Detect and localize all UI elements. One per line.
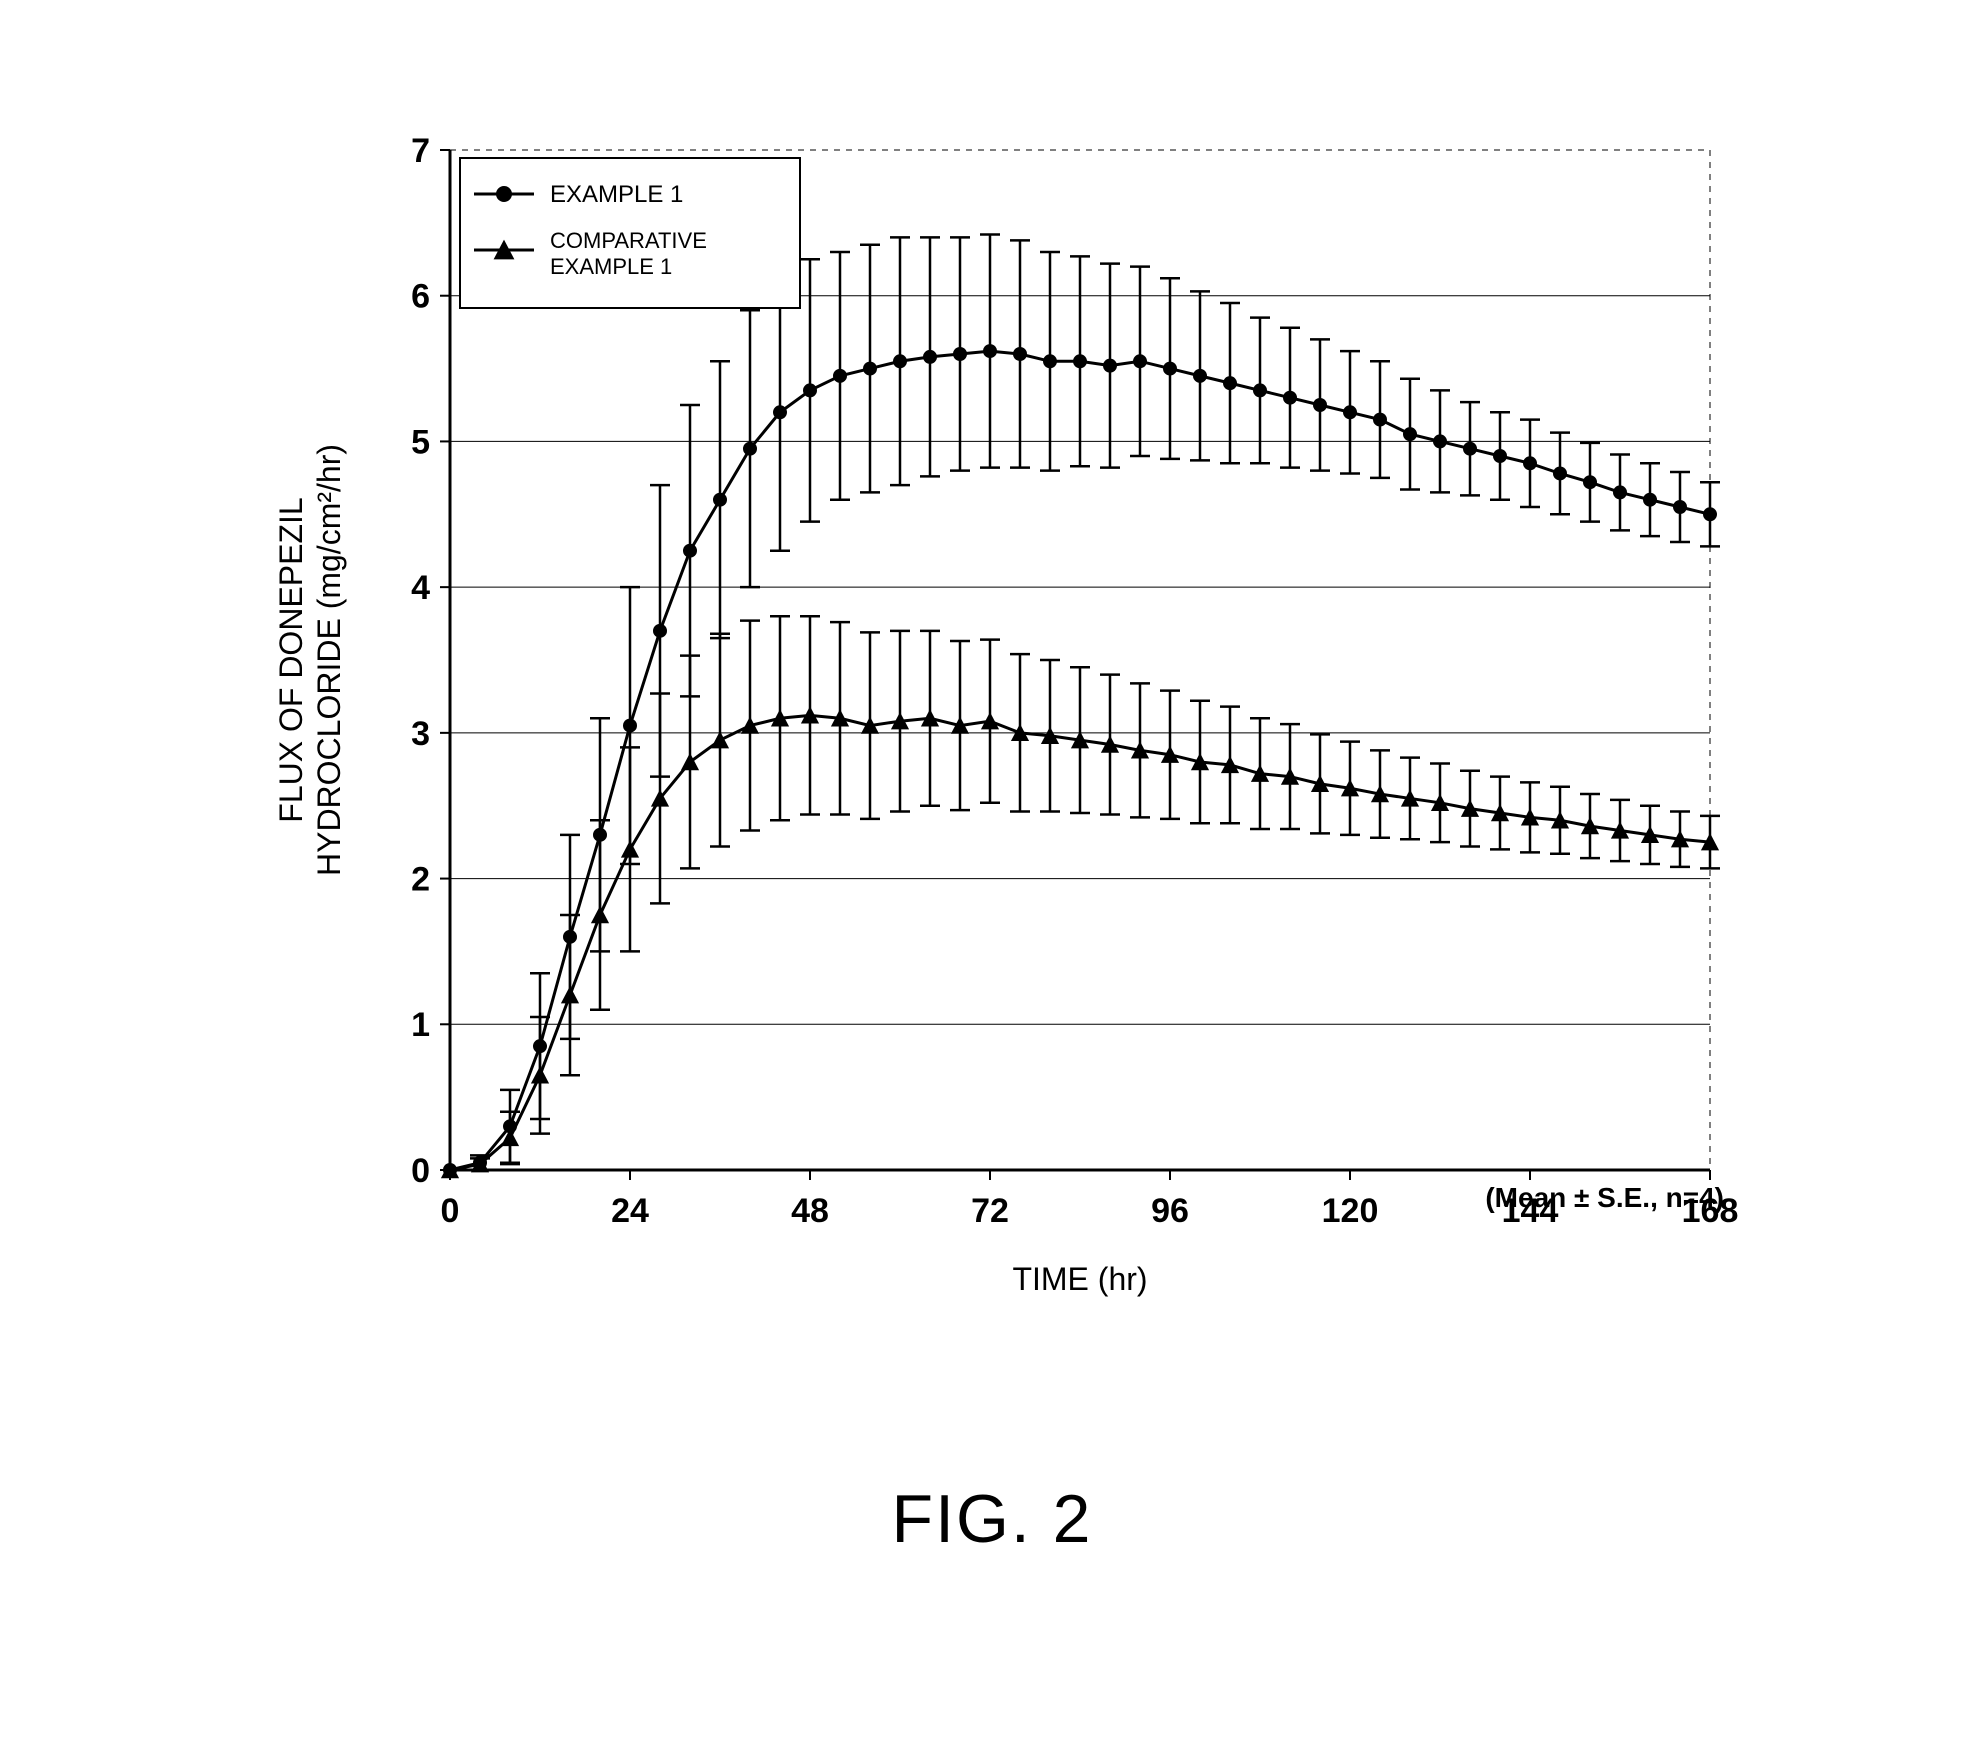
svg-text:0: 0 [411, 1152, 430, 1190]
svg-text:0: 0 [441, 1192, 460, 1230]
line-chart: 01234567024487296120144168TIME (hr)FLUX … [250, 130, 1750, 1330]
svg-text:EXAMPLE 1: EXAMPLE 1 [550, 254, 672, 279]
svg-text:FLUX OF DONEPEZIL: FLUX OF DONEPEZIL [273, 497, 309, 822]
svg-text:6: 6 [411, 278, 430, 316]
svg-text:96: 96 [1151, 1192, 1189, 1230]
svg-text:7: 7 [411, 132, 430, 170]
svg-text:HYDROCLORIDE (mg/cm²/hr): HYDROCLORIDE (mg/cm²/hr) [311, 444, 347, 876]
svg-text:3: 3 [411, 715, 430, 753]
svg-text:4: 4 [411, 569, 430, 607]
svg-text:5: 5 [411, 423, 430, 461]
chart-container: 01234567024487296120144168TIME (hr)FLUX … [250, 130, 1750, 1330]
svg-text:72: 72 [971, 1192, 1009, 1230]
svg-text:48: 48 [791, 1192, 829, 1230]
figure-caption: FIG. 2 [0, 1480, 1984, 1558]
svg-text:EXAMPLE 1: EXAMPLE 1 [550, 181, 683, 208]
svg-text:120: 120 [1322, 1192, 1379, 1230]
figure-page: 01234567024487296120144168TIME (hr)FLUX … [0, 0, 1984, 1745]
svg-text:2: 2 [411, 860, 430, 898]
svg-text:24: 24 [611, 1192, 649, 1230]
svg-text:TIME (hr): TIME (hr) [1012, 1261, 1147, 1297]
svg-text:COMPARATIVE: COMPARATIVE [550, 228, 707, 253]
chart-footnote: (Mean ± S.E., n=4) [1485, 1182, 1724, 1214]
svg-text:1: 1 [411, 1006, 430, 1044]
